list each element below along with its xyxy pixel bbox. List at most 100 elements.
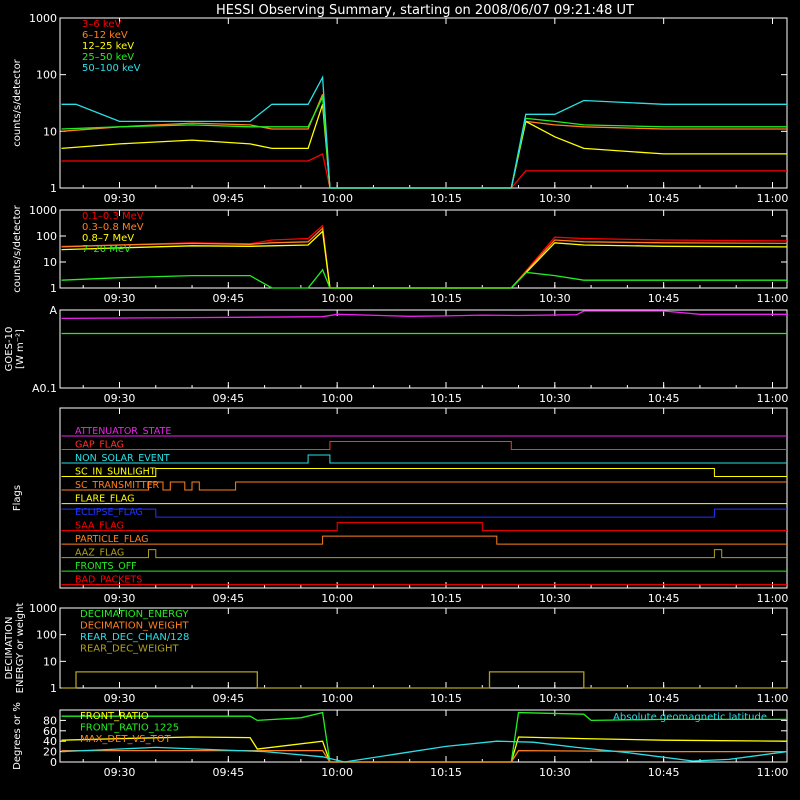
flag-label: ATTENUATOR_STATE [75, 426, 171, 437]
x-tick-label: 09:45 [212, 392, 244, 405]
y-tick-label: A0.1 [32, 382, 57, 395]
x-tick-label: 10:30 [539, 766, 571, 779]
legend-entry: 25–50 keV [82, 52, 134, 63]
series-line [61, 736, 788, 763]
x-tick-label: 09:45 [212, 592, 244, 605]
panel-stack: 09:30 09:45 10:00 10:15 10:30 10:45 11:0011010… [4, 12, 788, 779]
y-tick-label: 80 [43, 714, 57, 727]
y-axis-label-2: ENERGY or weight [15, 603, 26, 694]
y-tick-label: 1 [50, 182, 57, 195]
panel-decimation: 09:30 09:45 10:00 10:15 10:30 10:45 11:00 1 10 10… [4, 602, 788, 705]
flag-line [61, 468, 787, 477]
series-line [61, 226, 788, 289]
x-tick-label: 09:45 [212, 766, 244, 779]
x-tick-label: 10:15 [430, 692, 462, 705]
y-tick-label: 100 [36, 629, 57, 642]
flag-line [61, 441, 787, 450]
figure-title: HESSI Observing Summary, starting on 200… [216, 3, 634, 18]
y-tick-label: 1 [50, 682, 57, 695]
x-tick-label: 11:00 [757, 292, 789, 305]
x-tick-label: 09:45 [212, 192, 244, 205]
legend-entry: REAR_DEC_WEIGHT [80, 644, 179, 655]
x-tick-label: 10:15 [430, 292, 462, 305]
y-tick-label: 100 [36, 69, 57, 82]
x-tick-label: 10:45 [648, 766, 680, 779]
y-tick-label: 100 [36, 230, 57, 243]
legend-entry: FRONT_RATIO_1225 [80, 723, 179, 734]
panel-count_rates_high: 09:30 09:45 10:00 10:15 10:30 10:45 11:00 1 10 10… [12, 204, 788, 305]
flag-line [61, 454, 787, 464]
legend-entry: 12–25 keV [82, 41, 134, 52]
legend-entry: REAR_DEC_CHAN/128 [80, 632, 189, 643]
legend-entry: FRONT_RATIO [80, 711, 149, 722]
x-tick-label: 10:30 [539, 692, 571, 705]
y-tick-label: 10 [43, 125, 57, 138]
y-tick-label: 1000 [29, 602, 57, 615]
legend-entry: DECIMATION_ENERGY [80, 609, 189, 620]
flag-label: PARTICLE_FLAG [75, 534, 148, 545]
panel-count_rates_low: 09:30 09:45 10:00 10:15 10:30 10:45 11:00 1 10 10… [12, 12, 788, 205]
legend-entry: 0.3–0.8 MeV [82, 222, 144, 233]
y-tick-label: 1 [50, 282, 57, 295]
y-tick-label: 1000 [29, 12, 57, 25]
x-tick-label: 09:45 [212, 292, 244, 305]
x-tick-label: 09:30 [104, 292, 136, 305]
legend-entry: 3–6 keV [82, 19, 121, 30]
flag-label: FLARE_FLAG [75, 494, 135, 505]
x-tick-label: 11:00 [757, 692, 789, 705]
x-tick-label: 11:00 [757, 766, 789, 779]
panel-frame [59, 309, 788, 389]
y-tick-label: 0 [50, 756, 57, 769]
series-line [61, 94, 787, 189]
panel-ratios: 09:30 09:45 10:00 10:15 10:30 10:45 11:00 02040… [12, 702, 788, 779]
series-line [61, 230, 788, 289]
flag-line [61, 535, 787, 545]
x-tick-label: 10:00 [321, 692, 353, 705]
flag-label: ECLIPSE_FLAG [75, 507, 143, 518]
legend-entry: 0.8–7 MeV [82, 233, 134, 244]
legend-entry: 7–20 MeV [82, 244, 131, 255]
x-tick-label: 10:45 [648, 692, 680, 705]
series-line [61, 268, 787, 289]
flag-line [61, 481, 787, 491]
series-line [61, 74, 787, 189]
y-axis-label: Degrees or % [12, 702, 23, 770]
x-tick-label: 11:00 [757, 592, 789, 605]
flag-line [61, 508, 787, 518]
x-tick-label: 10:15 [430, 766, 462, 779]
panel-flags: 09:30 09:45 10:00 10:15 10:30 10:45 11:00 Flags… [12, 407, 789, 605]
x-tick-label: 09:30 [104, 592, 136, 605]
legend-entry: DECIMATION_WEIGHT [80, 621, 189, 632]
flag-label: BAD_PACKETS [75, 575, 142, 586]
y-axis-label: counts/s/detector [12, 204, 23, 292]
flag-label: GAP_FLAG [75, 440, 124, 451]
y-tick-label: 10 [43, 655, 57, 668]
x-tick-label: 09:30 [104, 192, 136, 205]
y-tick-label: 40 [43, 735, 57, 748]
flag-label: AAZ_FLAG [75, 548, 124, 559]
x-tick-label: 09:45 [212, 692, 244, 705]
x-tick-label: 09:30 [104, 392, 136, 405]
panel-frame [59, 407, 788, 589]
y-tick-label: A [49, 304, 57, 317]
legend-entry: 6–12 keV [82, 30, 128, 41]
x-tick-label: 10:30 [539, 192, 571, 205]
legend-entry: 50–100 keV [82, 63, 141, 74]
x-tick-label: 10:45 [648, 192, 680, 205]
x-tick-label: 11:00 [757, 192, 789, 205]
x-tick-label: 10:00 [321, 192, 353, 205]
x-tick-label: 10:30 [539, 592, 571, 605]
flag-label: SC_TRANSMITTER [75, 480, 160, 491]
flag-line [61, 522, 787, 532]
y-tick-label: 60 [43, 725, 57, 738]
legend-entry: Absolute geomagnetic latitude [613, 712, 767, 723]
x-tick-label: 10:15 [430, 592, 462, 605]
series-line [61, 740, 788, 763]
x-tick-label: 10:00 [321, 392, 353, 405]
x-tick-label: 10:15 [430, 192, 462, 205]
y-axis-label: Flags [12, 485, 23, 511]
x-tick-label: 10:30 [539, 292, 571, 305]
y-axis-label: DECIMATION [4, 616, 15, 679]
